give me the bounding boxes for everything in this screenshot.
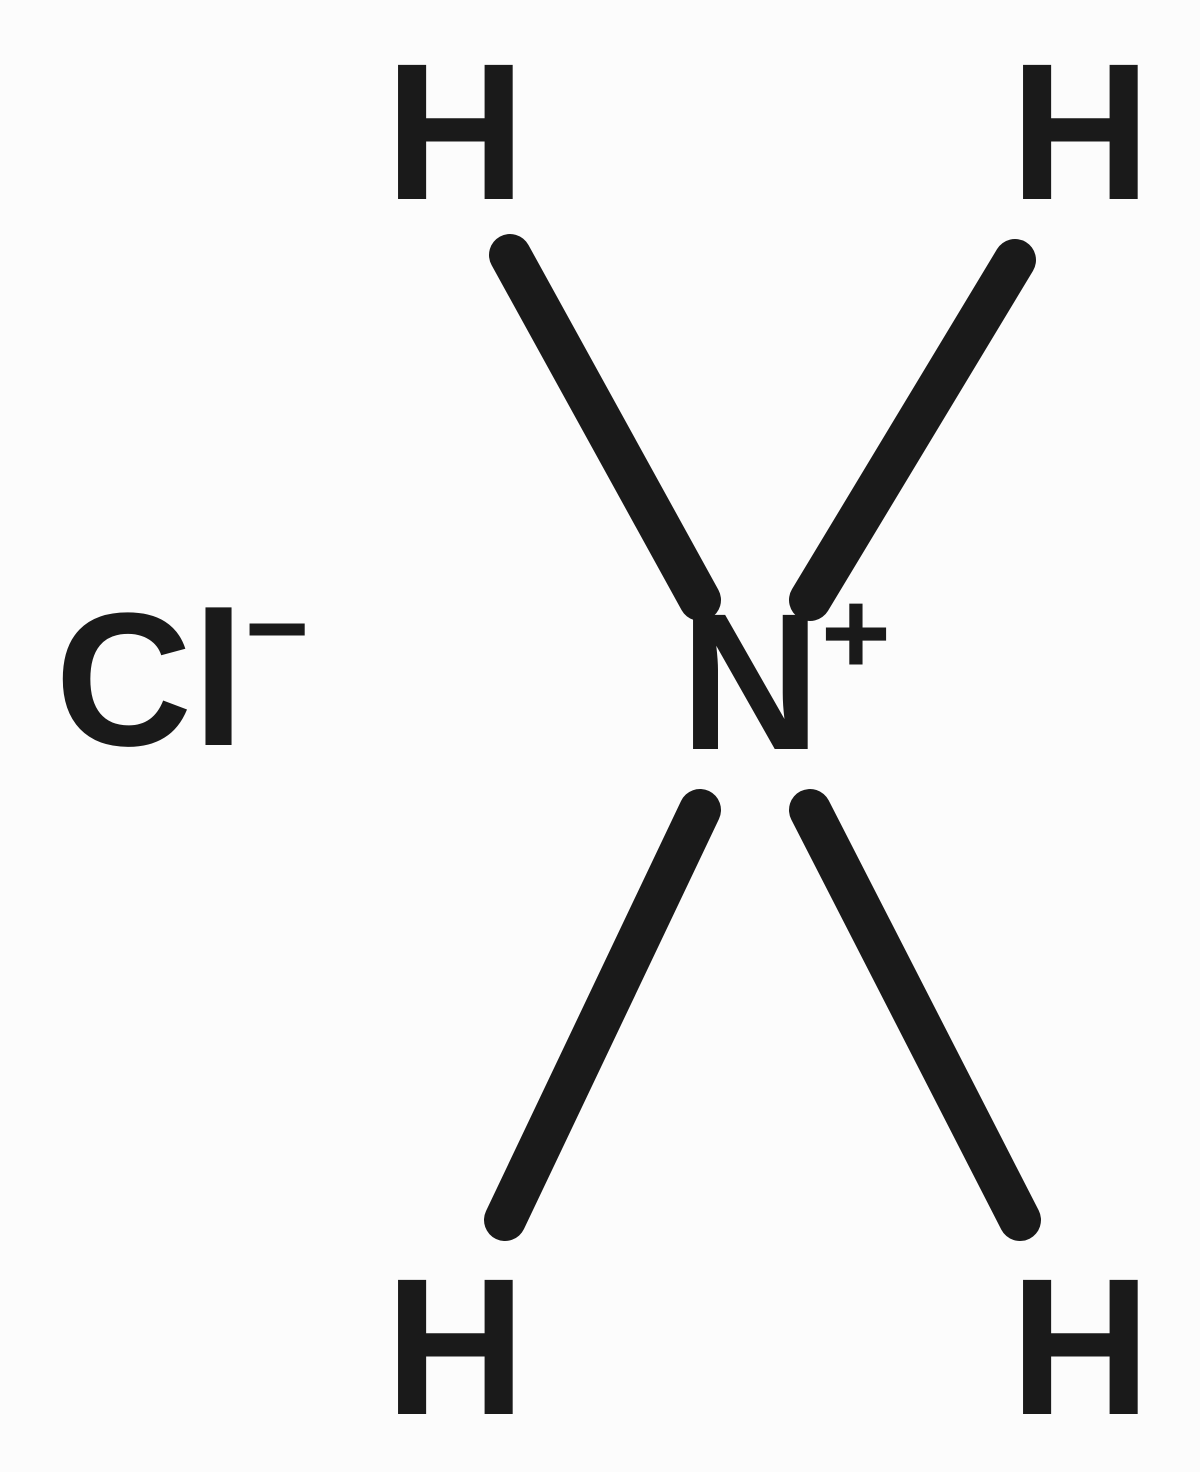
bond-n-h-top-right — [810, 260, 1015, 600]
hydrogen-top-right: H — [1010, 35, 1151, 230]
chemical-structure-diagram: Cl− N+ H H H H — [0, 0, 1200, 1472]
hydrogen-symbol: H — [1010, 35, 1151, 230]
nitrogen-charge: + — [821, 573, 891, 693]
chloride-symbol: Cl — [55, 585, 245, 775]
bond-n-h-top-left — [510, 255, 700, 600]
chloride-charge: − — [245, 574, 309, 684]
chloride-ion: Cl− — [55, 585, 309, 775]
hydrogen-top-left: H — [385, 35, 526, 230]
hydrogen-bottom-right: H — [1010, 1250, 1151, 1445]
hydrogen-bottom-left: H — [385, 1250, 526, 1445]
hydrogen-symbol: H — [1010, 1250, 1151, 1445]
hydrogen-symbol: H — [385, 35, 526, 230]
bond-n-h-bottom-right — [810, 810, 1020, 1220]
bond-n-h-bottom-left — [505, 810, 700, 1220]
nitrogen-symbol: N — [680, 585, 821, 780]
nitrogen-ion: N+ — [680, 585, 891, 780]
hydrogen-symbol: H — [385, 1250, 526, 1445]
